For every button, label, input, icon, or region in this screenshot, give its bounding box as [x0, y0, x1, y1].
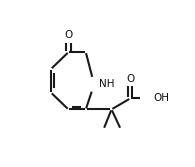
Text: O: O [64, 30, 73, 40]
Text: NH: NH [99, 79, 115, 89]
Text: O: O [126, 73, 134, 84]
Text: OH: OH [153, 94, 169, 104]
